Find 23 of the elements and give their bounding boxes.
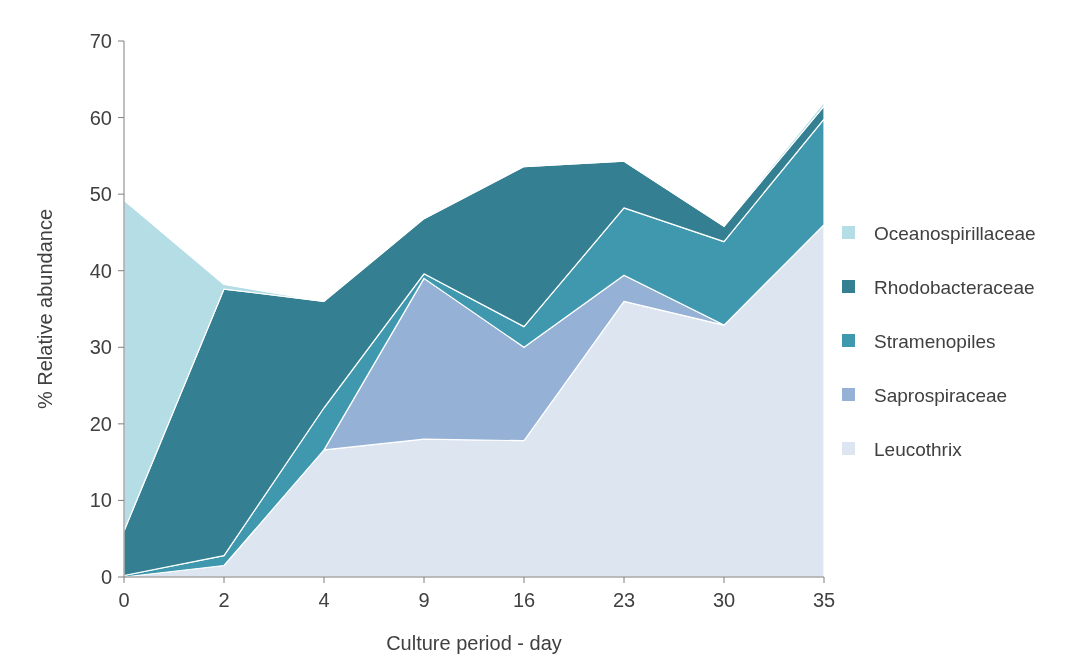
- y-tick-label: 20: [89, 412, 112, 435]
- x-tick-label: 9: [418, 589, 430, 611]
- y-tick-label: 10: [89, 489, 112, 512]
- legend-label: Stramenopiles: [874, 330, 996, 352]
- legend-label: Rhodobacteraceae: [874, 276, 1035, 298]
- x-tick-label: 35: [812, 589, 836, 611]
- x-tick-label: 16: [512, 589, 536, 611]
- x-tick-label: 4: [318, 589, 330, 611]
- x-tick-label: 2: [218, 589, 230, 611]
- y-tick-label: 40: [89, 259, 112, 282]
- y-axis-title: % Relative abundance: [34, 208, 56, 410]
- y-tick-label: 0: [100, 566, 112, 588]
- x-tick-label: 0: [118, 589, 130, 611]
- x-axis-title: Culture period - day: [386, 632, 562, 654]
- x-tick-label: 23: [612, 589, 636, 611]
- legend-label: Oceanospirillaceae: [874, 222, 1036, 244]
- y-tick-label: 50: [89, 183, 112, 206]
- legend-label: Saprospiraceae: [874, 384, 1008, 406]
- y-tick-label: 70: [89, 30, 112, 52]
- y-tick-label: 30: [89, 336, 112, 359]
- legend-label: Leucothrix: [874, 438, 963, 460]
- x-tick-label: 30: [712, 589, 736, 611]
- y-tick-label: 60: [89, 106, 112, 129]
